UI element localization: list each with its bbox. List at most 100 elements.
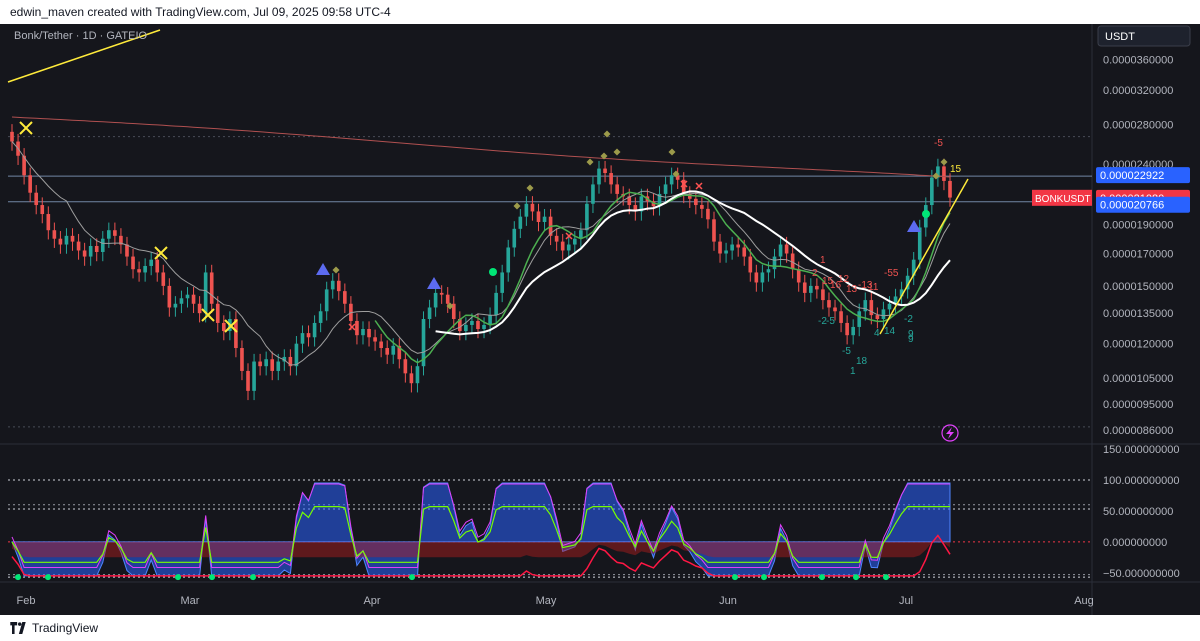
oscillator-green-line [11,506,950,563]
oscillator-tick-label: −50.000000000 [1103,568,1180,580]
candle-body [869,300,874,316]
time-axis-label: May [536,595,557,607]
oscillator-signal-dot [732,574,738,581]
candle-body [942,166,946,181]
candle-body [760,272,765,283]
candle-body [294,343,299,367]
cross-marker [154,246,168,260]
candle-body [815,285,819,290]
candle-body [917,227,922,260]
triangle-marker [316,263,330,275]
candle-body [276,361,281,371]
candle-body [22,155,26,176]
candle-body [482,324,486,329]
candle-body [34,192,39,206]
diamond-marker [526,184,534,192]
count-annotation: 18 [856,356,868,367]
diamond-marker [668,148,676,156]
candle-body [131,256,135,270]
candle-body [264,359,268,367]
candle-body [784,244,789,254]
candle-body [930,177,934,206]
candle-body [88,245,93,257]
candle-body [536,211,541,223]
candle-body [518,216,523,229]
count-annotation: 2 [812,268,818,279]
oscillator-magenta-line [11,483,950,568]
candle-body [161,272,166,286]
candle-body [778,244,783,257]
candle-body [512,228,517,248]
price-tick-label: 0.0000086000 [1103,425,1173,437]
price-tick-label: 0.0000320000 [1103,85,1173,97]
alert-circle-icon [941,424,959,442]
candle-body [215,303,220,323]
count-annotation: 1 [850,366,856,377]
diamond-marker [586,158,594,166]
signal-dot [922,210,930,218]
candle-body [530,203,535,212]
candle-body [179,298,184,304]
moving-average-gray [11,141,951,366]
candle-body [911,259,916,276]
candle-body [433,292,438,308]
count-annotation: -2 [904,314,913,325]
trading-chart[interactable]: USDT 0.0000360000 0.0000320000 0.0000280000… [0,24,1200,615]
candle-body [500,272,504,293]
candle-body [948,180,952,198]
candle-body [300,333,305,344]
diamond-marker [600,152,608,160]
candle-body [252,361,256,391]
oscillator-tick-label: 100.000000000 [1103,475,1179,487]
candle-body [754,272,759,283]
candle-body [379,341,383,349]
count-annotation: 13 [846,284,858,295]
count-annotation: 12 [838,274,850,285]
candle-body [899,289,904,297]
candle-body [887,303,892,310]
trend-line-yellow [879,178,969,335]
cross-marker [19,121,33,135]
candle-body [796,269,801,283]
candle-body [343,291,347,304]
candle-body [185,294,190,299]
oscillator-signal-dot [250,574,256,581]
candle-body [318,311,323,323]
candle-body [488,315,492,325]
oscillator-signal-dot [45,574,51,581]
time-axis-label: Jul [899,595,913,607]
oscillator-signal-dot [761,574,767,581]
count-annotation: 9 [908,329,914,340]
triangle-marker [907,220,921,232]
candle-body [687,193,692,199]
candle-body [833,307,837,312]
candle-body [627,196,632,206]
candle-body [403,359,408,374]
time-axis-label: Feb [17,595,36,607]
tradingview-brand: TradingView [32,621,99,635]
candle-body [694,198,698,206]
chart-attribution-header: edwin_maven created with TradingView.com… [0,0,1200,24]
diamond-marker [940,158,948,166]
candle-body [64,235,69,245]
count-annotation: -2 [818,316,827,327]
symbol-label: Bonk/Tether · 1D · GATEIO [14,30,148,42]
oscillator-signal-dot [853,574,859,581]
candle-body [167,285,172,308]
candle-body [603,168,607,174]
signal-dot [489,268,497,276]
candle-body [209,272,214,304]
candle-body [742,247,747,257]
price-tick-label: 0.0000360000 [1103,54,1173,66]
candle-body [270,359,275,371]
candle-body [240,348,244,371]
candle-body [312,322,317,338]
candle-body [458,318,462,332]
tradingview-footer: TradingView [0,615,1200,641]
sell-x-marker [348,323,356,331]
candle-body [724,250,728,254]
price-tag-label: 0.000022922 [1100,170,1164,182]
candle-body [572,238,577,245]
candle-body [324,289,329,312]
candle-body [191,294,196,304]
